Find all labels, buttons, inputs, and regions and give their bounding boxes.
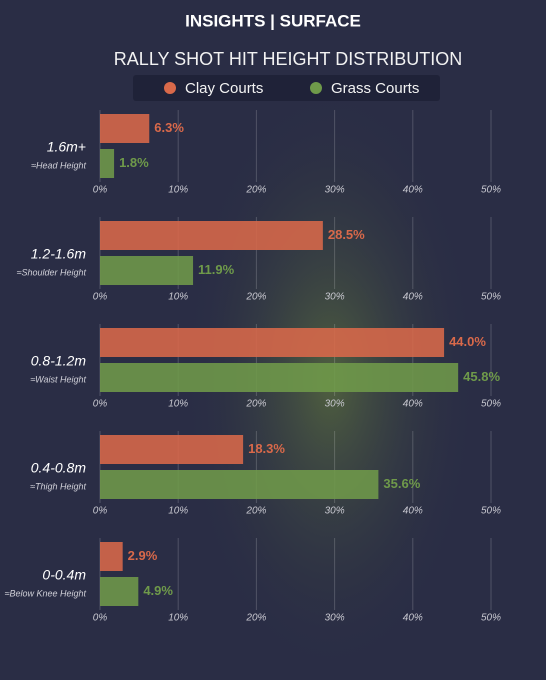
category-label: 0-0.4m [42, 567, 86, 583]
x-tick-label: 40% [403, 399, 423, 410]
value-label: 6.3% [154, 120, 184, 135]
x-tick-label: 0% [93, 506, 108, 517]
category-note: ≈Head Height [31, 160, 86, 170]
category-label: 1.2-1.6m [31, 246, 87, 262]
x-tick-label: 30% [325, 613, 345, 624]
value-label: 44.0% [449, 334, 486, 349]
category-label: 0.4-0.8m [31, 460, 87, 476]
x-tick-label: 50% [481, 613, 501, 624]
x-tick-label: 20% [245, 506, 266, 517]
value-label: 45.8% [463, 369, 500, 384]
x-tick-label: 30% [325, 506, 345, 517]
x-tick-label: 40% [403, 506, 423, 517]
category-note: ≈Shoulder Height [17, 267, 87, 277]
bar [100, 435, 244, 464]
bar [100, 470, 379, 499]
x-tick-label: 40% [403, 292, 423, 303]
bar [100, 221, 323, 250]
category-note: ≈Thigh Height [30, 481, 86, 491]
x-tick-label: 10% [168, 613, 188, 624]
x-tick-label: 50% [481, 185, 501, 196]
bar [100, 542, 123, 571]
x-tick-label: 30% [325, 399, 345, 410]
chart-subtitle: RALLY SHOT HIT HEIGHT DISTRIBUTION [114, 49, 462, 69]
category-label: 1.6m+ [47, 139, 86, 155]
chart-title: INSIGHTS | SURFACE [185, 11, 361, 30]
bar [100, 328, 445, 357]
x-tick-label: 10% [168, 292, 188, 303]
bar [100, 114, 150, 143]
legend-label: Clay Courts [185, 80, 263, 97]
x-tick-label: 40% [403, 613, 423, 624]
x-tick-label: 40% [403, 185, 423, 196]
value-label: 28.5% [328, 227, 365, 242]
value-label: 1.8% [119, 155, 149, 170]
x-tick-label: 20% [245, 185, 266, 196]
legend-swatch [164, 82, 176, 94]
category-note: ≈Below Knee Height [5, 588, 87, 598]
x-tick-label: 50% [481, 399, 501, 410]
bar [100, 577, 139, 606]
category-note: ≈Waist Height [30, 374, 86, 384]
x-tick-label: 50% [481, 292, 501, 303]
legend-swatch [310, 82, 322, 94]
x-tick-label: 10% [168, 506, 188, 517]
bar [100, 256, 194, 285]
value-label: 35.6% [383, 476, 420, 491]
x-tick-label: 50% [481, 506, 501, 517]
x-tick-label: 0% [93, 399, 108, 410]
x-tick-label: 30% [325, 292, 345, 303]
category-label: 0.8-1.2m [31, 353, 87, 369]
x-tick-label: 10% [168, 185, 188, 196]
x-tick-label: 0% [93, 292, 108, 303]
value-label: 11.9% [198, 262, 235, 277]
x-tick-label: 0% [93, 613, 108, 624]
x-tick-label: 30% [325, 185, 345, 196]
x-tick-label: 0% [93, 185, 108, 196]
bar [100, 149, 115, 178]
legend-label: Grass Courts [331, 80, 419, 97]
x-tick-label: 20% [245, 399, 266, 410]
x-tick-label: 10% [168, 399, 188, 410]
x-tick-label: 20% [245, 613, 266, 624]
bar [100, 363, 459, 392]
legend-box [133, 75, 440, 101]
x-tick-label: 20% [245, 292, 266, 303]
value-label: 18.3% [248, 441, 285, 456]
value-label: 4.9% [143, 583, 173, 598]
value-label: 2.9% [128, 548, 158, 563]
